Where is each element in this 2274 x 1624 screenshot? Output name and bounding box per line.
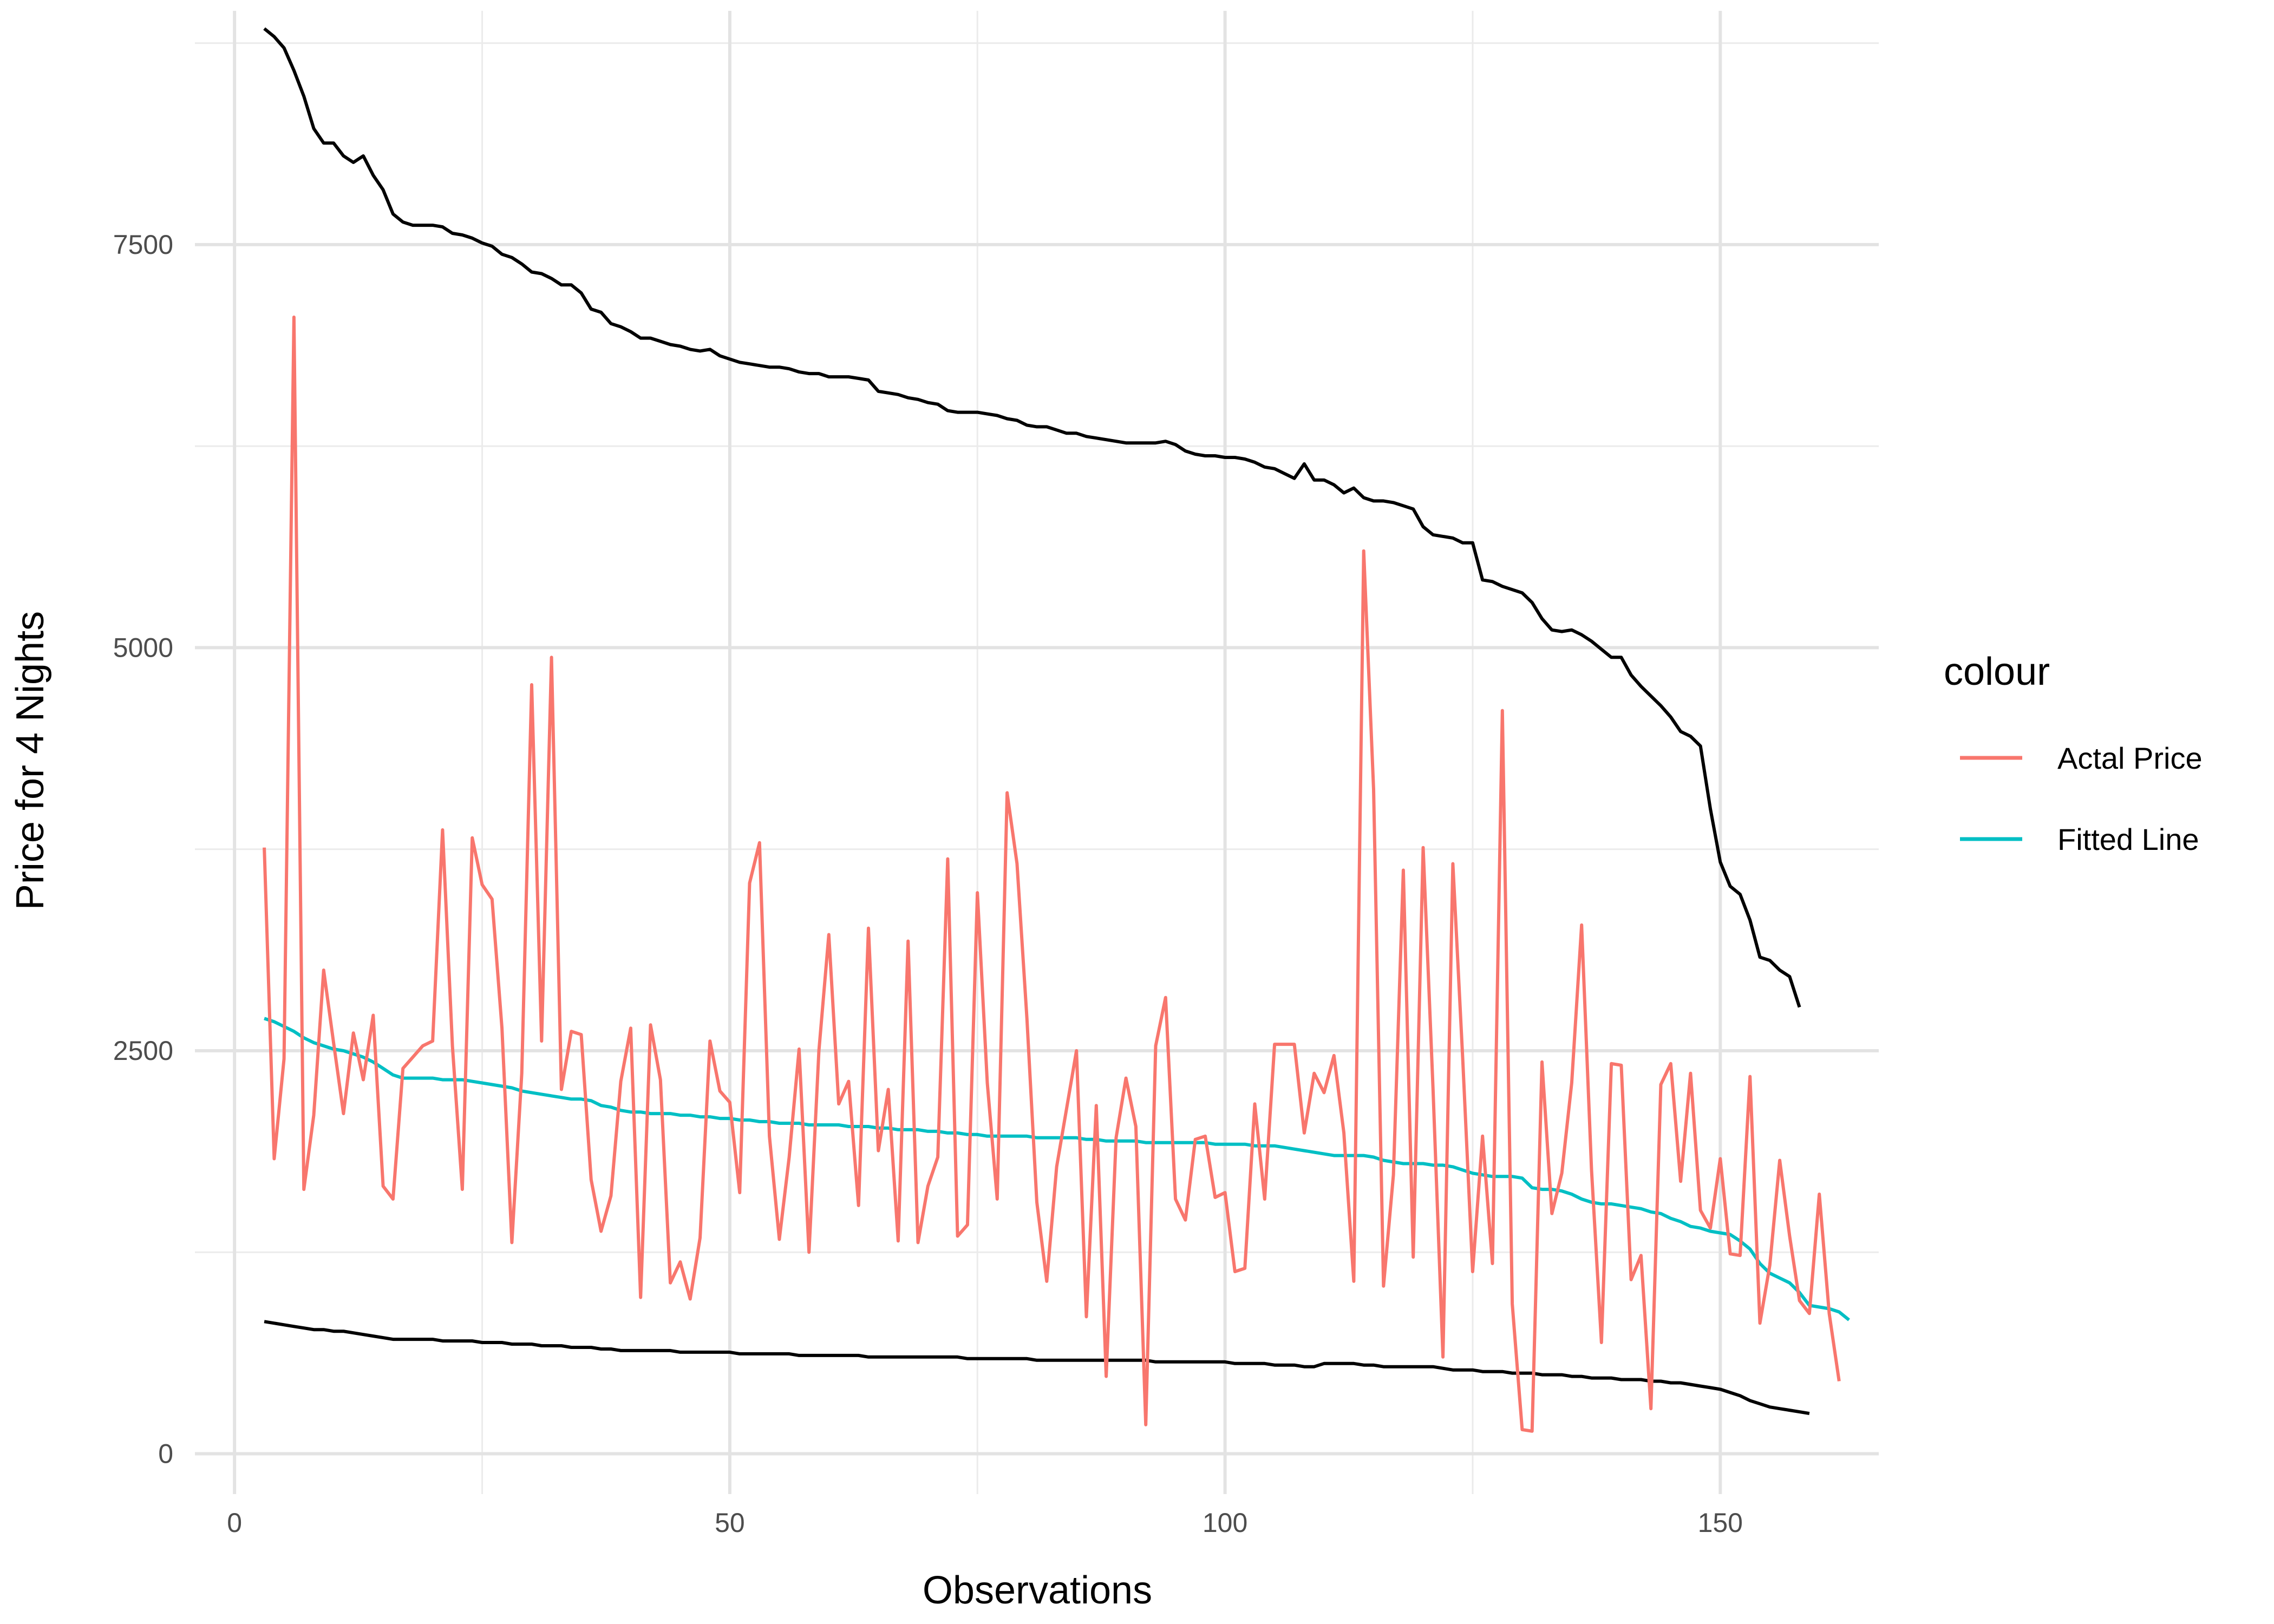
upper-bound-line bbox=[263, 27, 1801, 1008]
x-tick-label: 150 bbox=[1698, 1508, 1743, 1538]
x-axis-title: Observations bbox=[923, 1569, 1152, 1612]
legend-entries: Actal Price Fitted Line bbox=[1960, 741, 2203, 856]
x-tick-label: 50 bbox=[715, 1508, 745, 1538]
legend-label: Fitted Line bbox=[2057, 822, 2199, 856]
y-tick-label: 2500 bbox=[113, 1036, 173, 1066]
legend-label: Actal Price bbox=[2057, 741, 2203, 775]
fitted-line bbox=[264, 1017, 1850, 1321]
lower-bound-line bbox=[264, 1320, 1810, 1416]
series-lines bbox=[263, 27, 1850, 1433]
minor-gridlines bbox=[195, 11, 1879, 1494]
x-tick-label: 0 bbox=[227, 1508, 242, 1538]
y-tick-label: 7500 bbox=[113, 230, 173, 260]
y-axis-title: Price for 4 Nights bbox=[9, 611, 52, 910]
actual-price-line bbox=[263, 315, 1841, 1433]
major-gridlines bbox=[195, 11, 1879, 1494]
y-tick-label: 5000 bbox=[113, 632, 173, 663]
legend: colour Actal Price Fitted Line bbox=[1944, 650, 2203, 856]
legend-title: colour bbox=[1944, 650, 2050, 693]
y-axis-tick-labels: 0 2500 5000 7500 bbox=[113, 230, 173, 1469]
y-tick-label: 0 bbox=[158, 1439, 173, 1469]
x-tick-label: 100 bbox=[1203, 1508, 1247, 1538]
x-axis-tick-labels: 0 50 100 150 bbox=[227, 1508, 1743, 1538]
